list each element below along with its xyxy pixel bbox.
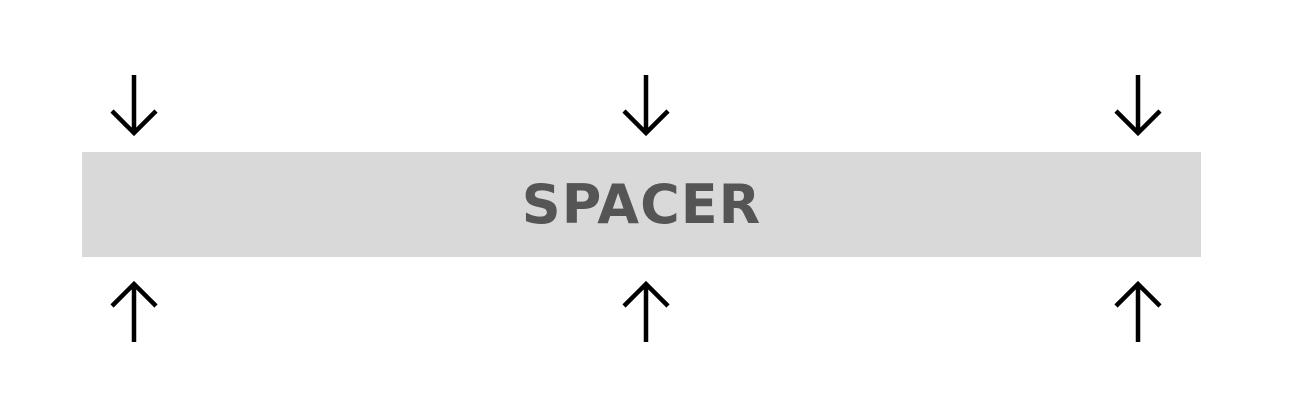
spacer-label: SPACER [521,172,762,236]
arrow-up-icon [108,276,160,344]
arrow-up-icon [1112,276,1164,344]
arrow-down-icon [108,73,160,141]
arrow-down-icon [1112,73,1164,141]
arrow-down-icon [620,73,672,141]
spacer-bar: SPACER [82,152,1201,257]
arrow-up-icon [620,276,672,344]
